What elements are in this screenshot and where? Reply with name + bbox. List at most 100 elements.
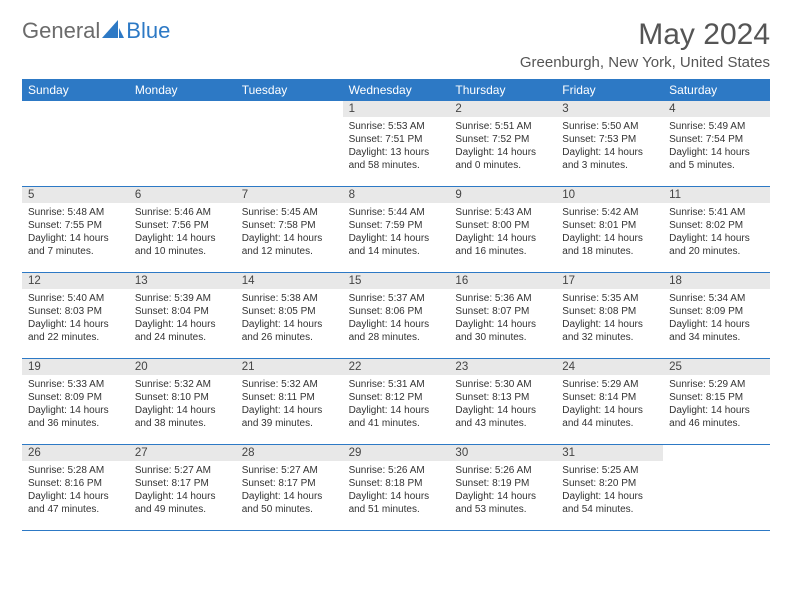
sunrise-line: Sunrise: 5:30 AM — [455, 378, 550, 391]
sunset-line: Sunset: 8:00 PM — [455, 219, 550, 232]
day-cell: 14Sunrise: 5:38 AMSunset: 8:05 PMDayligh… — [236, 273, 343, 359]
day-detail: Sunrise: 5:29 AMSunset: 8:15 PMDaylight:… — [663, 375, 770, 436]
day-number: 31 — [556, 445, 663, 461]
daylight-line: Daylight: 14 hours and 54 minutes. — [562, 490, 657, 516]
day-cell: 20Sunrise: 5:32 AMSunset: 8:10 PMDayligh… — [129, 359, 236, 445]
daylight-line: Daylight: 14 hours and 51 minutes. — [349, 490, 444, 516]
daylight-line: Daylight: 13 hours and 58 minutes. — [349, 146, 444, 172]
day-detail: Sunrise: 5:34 AMSunset: 8:09 PMDaylight:… — [663, 289, 770, 350]
logo-text-2: Blue — [126, 18, 170, 44]
day-number: 15 — [343, 273, 450, 289]
day-detail: Sunrise: 5:27 AMSunset: 8:17 PMDaylight:… — [236, 461, 343, 522]
empty-cell — [236, 101, 343, 187]
sunset-line: Sunset: 8:18 PM — [349, 477, 444, 490]
day-cell: 16Sunrise: 5:36 AMSunset: 8:07 PMDayligh… — [449, 273, 556, 359]
logo: General Blue — [22, 18, 170, 44]
sunrise-line: Sunrise: 5:45 AM — [242, 206, 337, 219]
day-cell: 30Sunrise: 5:26 AMSunset: 8:19 PMDayligh… — [449, 445, 556, 531]
sunrise-line: Sunrise: 5:32 AM — [242, 378, 337, 391]
day-detail: Sunrise: 5:48 AMSunset: 7:55 PMDaylight:… — [22, 203, 129, 264]
sunset-line: Sunset: 7:51 PM — [349, 133, 444, 146]
sunrise-line: Sunrise: 5:51 AM — [455, 120, 550, 133]
sunset-line: Sunset: 8:09 PM — [28, 391, 123, 404]
day-number: 22 — [343, 359, 450, 375]
day-cell: 18Sunrise: 5:34 AMSunset: 8:09 PMDayligh… — [663, 273, 770, 359]
day-number: 14 — [236, 273, 343, 289]
day-number: 17 — [556, 273, 663, 289]
day-cell: 5Sunrise: 5:48 AMSunset: 7:55 PMDaylight… — [22, 187, 129, 273]
daylight-line: Daylight: 14 hours and 0 minutes. — [455, 146, 550, 172]
day-cell: 3Sunrise: 5:50 AMSunset: 7:53 PMDaylight… — [556, 101, 663, 187]
day-number: 30 — [449, 445, 556, 461]
sunrise-line: Sunrise: 5:29 AM — [562, 378, 657, 391]
calendar-grid: SundayMondayTuesdayWednesdayThursdayFrid… — [22, 79, 770, 531]
day-detail: Sunrise: 5:50 AMSunset: 7:53 PMDaylight:… — [556, 117, 663, 178]
daylight-line: Daylight: 14 hours and 12 minutes. — [242, 232, 337, 258]
sunset-line: Sunset: 8:11 PM — [242, 391, 337, 404]
day-cell: 27Sunrise: 5:27 AMSunset: 8:17 PMDayligh… — [129, 445, 236, 531]
sunset-line: Sunset: 8:17 PM — [135, 477, 230, 490]
day-detail: Sunrise: 5:42 AMSunset: 8:01 PMDaylight:… — [556, 203, 663, 264]
day-detail: Sunrise: 5:26 AMSunset: 8:18 PMDaylight:… — [343, 461, 450, 522]
day-number: 26 — [22, 445, 129, 461]
daylight-line: Daylight: 14 hours and 32 minutes. — [562, 318, 657, 344]
sunrise-line: Sunrise: 5:44 AM — [349, 206, 444, 219]
day-number: 12 — [22, 273, 129, 289]
day-cell: 9Sunrise: 5:43 AMSunset: 8:00 PMDaylight… — [449, 187, 556, 273]
sunrise-line: Sunrise: 5:34 AM — [669, 292, 764, 305]
day-cell: 6Sunrise: 5:46 AMSunset: 7:56 PMDaylight… — [129, 187, 236, 273]
sunset-line: Sunset: 8:08 PM — [562, 305, 657, 318]
day-detail: Sunrise: 5:35 AMSunset: 8:08 PMDaylight:… — [556, 289, 663, 350]
day-cell: 29Sunrise: 5:26 AMSunset: 8:18 PMDayligh… — [343, 445, 450, 531]
day-detail: Sunrise: 5:39 AMSunset: 8:04 PMDaylight:… — [129, 289, 236, 350]
day-detail: Sunrise: 5:46 AMSunset: 7:56 PMDaylight:… — [129, 203, 236, 264]
day-number: 27 — [129, 445, 236, 461]
sunrise-line: Sunrise: 5:49 AM — [669, 120, 764, 133]
calendar-page: General Blue May 2024 Greenburgh, New Yo… — [0, 0, 792, 549]
daylight-line: Daylight: 14 hours and 53 minutes. — [455, 490, 550, 516]
day-number: 24 — [556, 359, 663, 375]
sunrise-line: Sunrise: 5:42 AM — [562, 206, 657, 219]
day-detail: Sunrise: 5:30 AMSunset: 8:13 PMDaylight:… — [449, 375, 556, 436]
sunset-line: Sunset: 8:14 PM — [562, 391, 657, 404]
daylight-line: Daylight: 14 hours and 16 minutes. — [455, 232, 550, 258]
day-cell: 8Sunrise: 5:44 AMSunset: 7:59 PMDaylight… — [343, 187, 450, 273]
sunrise-line: Sunrise: 5:48 AM — [28, 206, 123, 219]
sunrise-line: Sunrise: 5:26 AM — [349, 464, 444, 477]
day-cell: 17Sunrise: 5:35 AMSunset: 8:08 PMDayligh… — [556, 273, 663, 359]
day-cell: 12Sunrise: 5:40 AMSunset: 8:03 PMDayligh… — [22, 273, 129, 359]
day-number: 18 — [663, 273, 770, 289]
sunrise-line: Sunrise: 5:29 AM — [669, 378, 764, 391]
sunrise-line: Sunrise: 5:33 AM — [28, 378, 123, 391]
daylight-line: Daylight: 14 hours and 38 minutes. — [135, 404, 230, 430]
sunrise-line: Sunrise: 5:35 AM — [562, 292, 657, 305]
daylight-line: Daylight: 14 hours and 18 minutes. — [562, 232, 657, 258]
empty-cell — [129, 101, 236, 187]
daylight-line: Daylight: 14 hours and 22 minutes. — [28, 318, 123, 344]
sail-icon — [102, 18, 124, 44]
daylight-line: Daylight: 14 hours and 41 minutes. — [349, 404, 444, 430]
day-detail: Sunrise: 5:45 AMSunset: 7:58 PMDaylight:… — [236, 203, 343, 264]
day-detail: Sunrise: 5:41 AMSunset: 8:02 PMDaylight:… — [663, 203, 770, 264]
sunset-line: Sunset: 8:07 PM — [455, 305, 550, 318]
daylight-line: Daylight: 14 hours and 10 minutes. — [135, 232, 230, 258]
day-number: 29 — [343, 445, 450, 461]
empty-cell — [663, 445, 770, 531]
day-detail: Sunrise: 5:28 AMSunset: 8:16 PMDaylight:… — [22, 461, 129, 522]
sunrise-line: Sunrise: 5:50 AM — [562, 120, 657, 133]
daylight-line: Daylight: 14 hours and 3 minutes. — [562, 146, 657, 172]
sunrise-line: Sunrise: 5:37 AM — [349, 292, 444, 305]
daylight-line: Daylight: 14 hours and 44 minutes. — [562, 404, 657, 430]
dow-header: Friday — [556, 79, 663, 101]
sunrise-line: Sunrise: 5:46 AM — [135, 206, 230, 219]
day-number: 20 — [129, 359, 236, 375]
day-detail: Sunrise: 5:33 AMSunset: 8:09 PMDaylight:… — [22, 375, 129, 436]
daylight-line: Daylight: 14 hours and 46 minutes. — [669, 404, 764, 430]
day-cell: 2Sunrise: 5:51 AMSunset: 7:52 PMDaylight… — [449, 101, 556, 187]
sunrise-line: Sunrise: 5:31 AM — [349, 378, 444, 391]
dow-header: Wednesday — [343, 79, 450, 101]
day-cell: 24 Sunrise: 5:29 AMSunset: 8:14 PMDayligh… — [556, 359, 663, 445]
sunset-line: Sunset: 7:52 PM — [455, 133, 550, 146]
day-number: 9 — [449, 187, 556, 203]
sunset-line: Sunset: 8:20 PM — [562, 477, 657, 490]
